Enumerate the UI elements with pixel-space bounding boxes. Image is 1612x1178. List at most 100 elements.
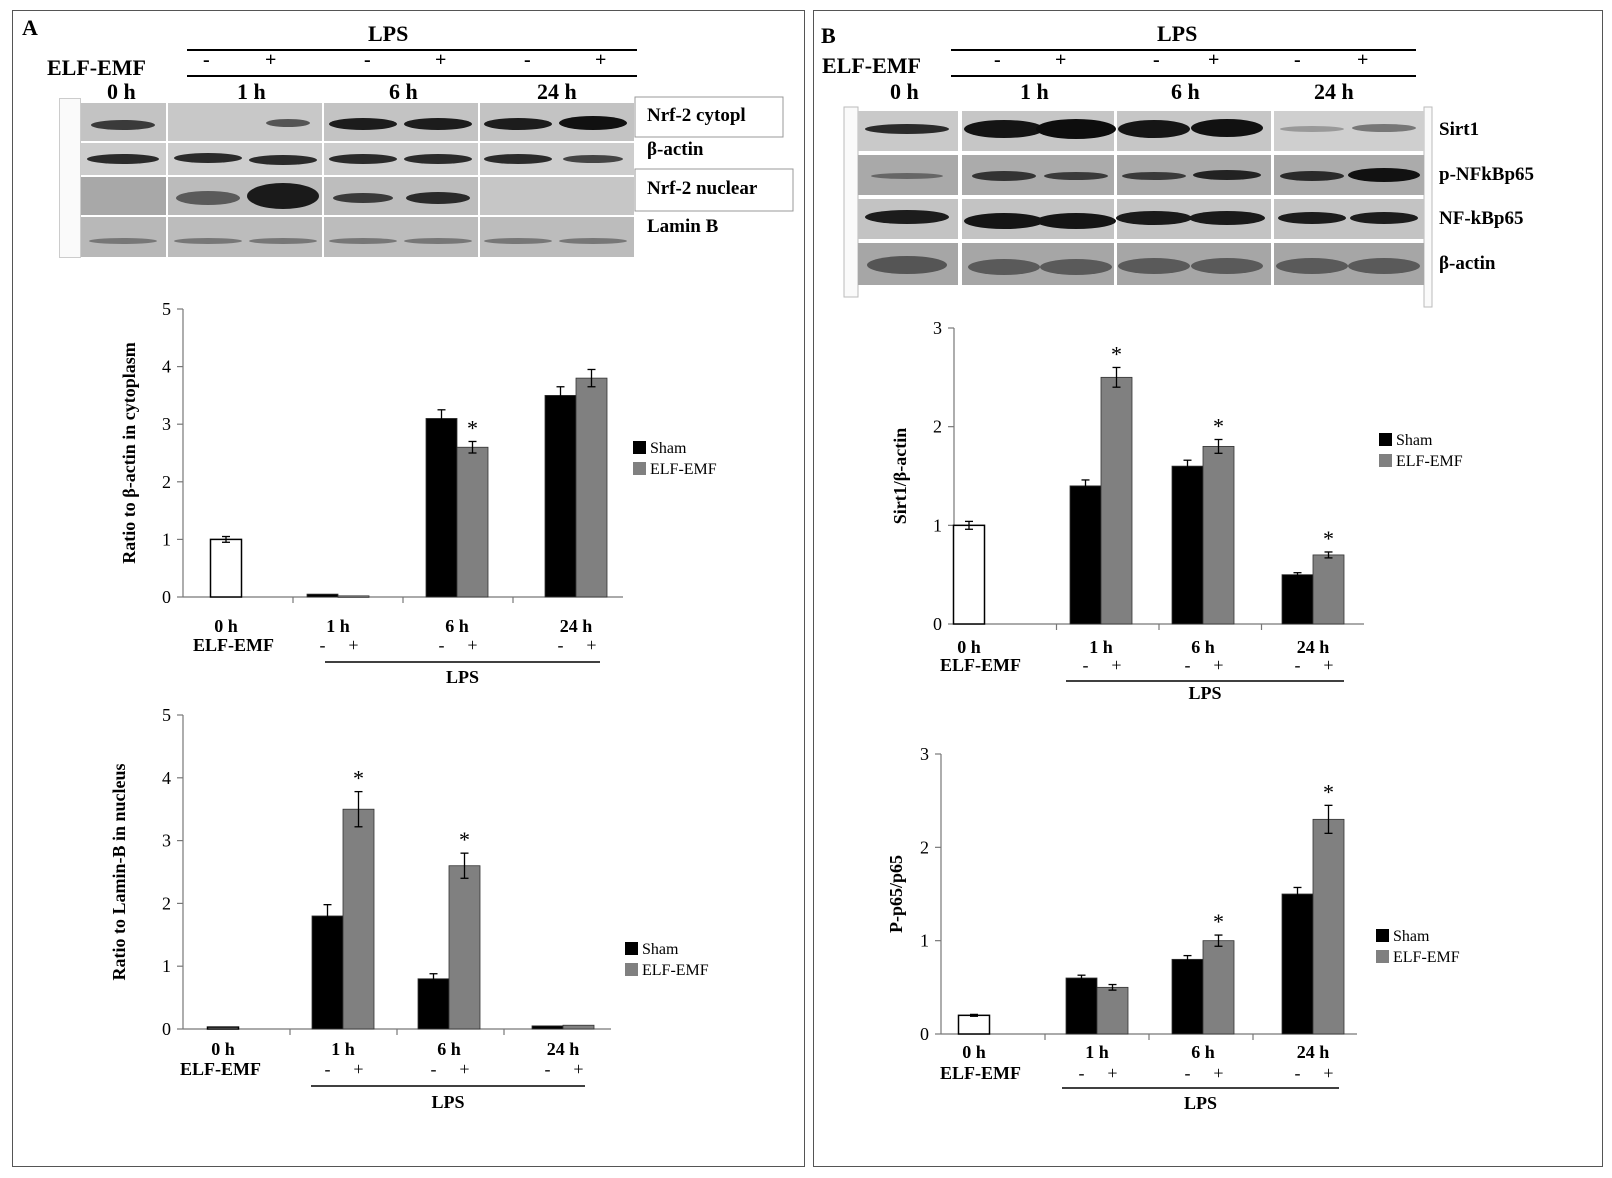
x-sign-label: - bbox=[320, 635, 326, 655]
panel-a-sign: - bbox=[203, 49, 210, 71]
band-label-nrf2-nuclear: Nrf-2 nuclear bbox=[647, 178, 758, 199]
x-category-label: 6 h bbox=[445, 616, 469, 636]
y-axis-label: P-p65/p65 bbox=[886, 855, 906, 933]
x-category-label: 0 h bbox=[962, 1042, 986, 1062]
panel-a-time-1h: 1 h bbox=[237, 79, 266, 104]
x-category-label: 24 h bbox=[1297, 1042, 1330, 1062]
x-sign-label: - bbox=[545, 1059, 551, 1079]
bar-elf-emf-1h bbox=[342, 808, 375, 1030]
x-category-label: 1 h bbox=[1085, 1042, 1109, 1062]
bar-sham-24h bbox=[1281, 893, 1314, 1035]
significance-star: * bbox=[1111, 341, 1122, 366]
y-tick-label: 2 bbox=[162, 472, 171, 492]
x-category-label: 1 h bbox=[1089, 637, 1113, 657]
panel-b-elf-label: ELF-EMF bbox=[822, 53, 921, 78]
legend-swatch-sham bbox=[1379, 433, 1392, 446]
y-tick-label: 2 bbox=[920, 837, 929, 857]
panel-a-label: A bbox=[22, 15, 38, 40]
bar-elf-emf-6h bbox=[456, 446, 489, 598]
x-category-label: 1 h bbox=[331, 1039, 355, 1059]
panel-a-sign: + bbox=[435, 49, 447, 71]
x-category-label: 24 h bbox=[560, 616, 593, 636]
legend-swatch-sham bbox=[1376, 929, 1389, 942]
legend-swatch-elf-emf bbox=[633, 462, 646, 475]
legend-label-sham: Sham bbox=[650, 440, 687, 457]
x-sign-label: + bbox=[459, 1059, 469, 1079]
significance-star: * bbox=[353, 766, 364, 791]
bar-elf-emf-24h bbox=[575, 377, 608, 598]
y-axis-label: Sirt1/β-actin bbox=[890, 428, 910, 524]
x-category-label: 0 h bbox=[957, 637, 981, 657]
y-tick-label: 4 bbox=[162, 768, 171, 788]
x-sign-label: - bbox=[1185, 1063, 1191, 1083]
chart-b2: 0 1 2 3 P-p65/p65 * * 0 h 1 h 6 h 24 h ELF-EMF - + - + -… bbox=[886, 744, 1460, 1113]
x-row-label: ELF-EMF bbox=[940, 1063, 1021, 1083]
lps-label: LPS bbox=[446, 667, 479, 687]
x-row-label: ELF-EMF bbox=[940, 655, 1021, 675]
y-tick-label: 1 bbox=[920, 931, 929, 951]
y-tick-label: 4 bbox=[162, 357, 171, 377]
legend-label-elf-emf: ELF-EMF bbox=[650, 461, 717, 478]
panel-b-sign: - bbox=[1153, 49, 1160, 71]
x-sign-label: + bbox=[1323, 655, 1333, 675]
legend-label-sham: Sham bbox=[642, 941, 679, 958]
x-sign-label: - bbox=[431, 1059, 437, 1079]
panel-a-blot bbox=[81, 96, 794, 257]
significance-star: * bbox=[1323, 526, 1334, 551]
bar-elf-emf-1h bbox=[337, 595, 370, 598]
band-label-beta-actin: β-actin bbox=[647, 139, 704, 160]
panel-b-blot bbox=[843, 106, 1433, 308]
panel-a-time-0h: 0 h bbox=[107, 79, 136, 104]
x-sign-label: - bbox=[325, 1059, 331, 1079]
panel-b-label: B bbox=[821, 23, 836, 48]
x-sign-label: + bbox=[353, 1059, 363, 1079]
band-label-nf-kbp65: NF-kBp65 bbox=[1439, 208, 1524, 229]
x-sign-label: - bbox=[1083, 655, 1089, 675]
bar-elf-emf-1h bbox=[1096, 986, 1129, 1035]
chart-a1: 0 1 2 3 4 5 Ratio to β-actin in cytoplasm * 0 h 1… bbox=[119, 299, 717, 687]
panel-a-sign: - bbox=[524, 49, 531, 71]
panel-a-sign: + bbox=[265, 49, 277, 71]
bar-elf-emf-24h bbox=[562, 1024, 595, 1030]
y-tick-label: 2 bbox=[933, 417, 942, 437]
panel-a-sign: - bbox=[364, 49, 371, 71]
panel-a-elf-label: ELF-EMF bbox=[47, 55, 146, 80]
bar-sham-6h bbox=[1171, 465, 1204, 625]
panel-b-time-1h: 1 h bbox=[1020, 79, 1049, 104]
x-row-label: ELF-EMF bbox=[180, 1059, 261, 1079]
panel-b: B LPS ELF-EMF - + - + - + 0 h 1 h 6 h 24… bbox=[813, 10, 1603, 1167]
y-tick-label: 5 bbox=[162, 299, 171, 319]
panel-b-sign: - bbox=[1294, 49, 1301, 71]
y-tick-label: 0 bbox=[162, 587, 171, 607]
x-category-label: 0 h bbox=[214, 616, 238, 636]
panel-a-time-6h: 6 h bbox=[389, 79, 418, 104]
y-axis-label: Ratio to β-actin in cytoplasm bbox=[119, 342, 139, 563]
y-tick-label: 1 bbox=[162, 529, 171, 549]
x-sign-label: + bbox=[1107, 1063, 1117, 1083]
legend-swatch-elf-emf bbox=[625, 963, 638, 976]
x-sign-label: + bbox=[467, 635, 477, 655]
x-sign-label: - bbox=[1295, 655, 1301, 675]
lps-label: LPS bbox=[1188, 683, 1221, 703]
significance-star: * bbox=[1323, 779, 1334, 804]
panel-b-lps-label: LPS bbox=[1157, 21, 1198, 46]
bar-sham-6h bbox=[417, 978, 450, 1030]
bar-sham-24h bbox=[531, 1025, 564, 1030]
x-category-label: 6 h bbox=[1191, 637, 1215, 657]
panel-b-sign: + bbox=[1208, 49, 1220, 71]
y-tick-label: 1 bbox=[933, 515, 942, 535]
bar-control-0h bbox=[957, 1014, 991, 1035]
legend-swatch-sham bbox=[625, 942, 638, 955]
band-label-sirt1: Sirt1 bbox=[1439, 119, 1480, 140]
lps-label: LPS bbox=[1184, 1093, 1217, 1113]
legend-label-sham: Sham bbox=[1393, 928, 1430, 945]
significance-star: * bbox=[459, 827, 470, 852]
y-tick-label: 2 bbox=[162, 893, 171, 913]
bar-sham-24h bbox=[1281, 574, 1314, 625]
y-axis-label: Ratio to Lamin-B in nucleus bbox=[109, 763, 129, 980]
x-row-label: ELF-EMF bbox=[193, 635, 274, 655]
bar-elf-emf-24h bbox=[1312, 818, 1345, 1035]
x-sign-label: + bbox=[586, 635, 596, 655]
legend-label-elf-emf: ELF-EMF bbox=[1396, 453, 1463, 470]
panel-b-time-24h: 24 h bbox=[1314, 79, 1354, 104]
